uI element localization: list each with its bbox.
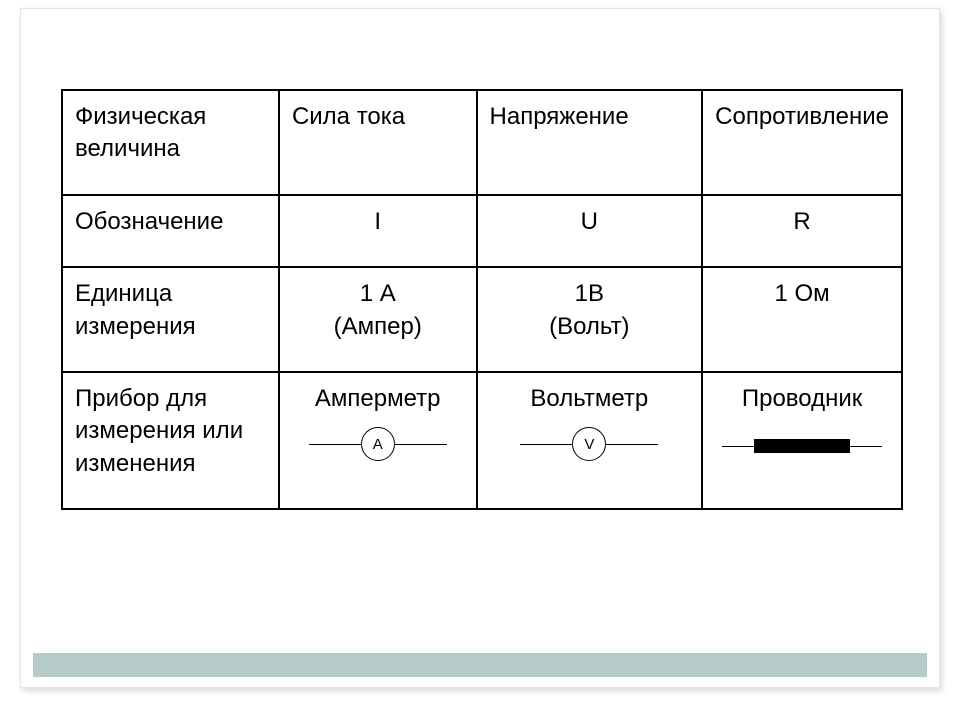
wire-segment	[520, 444, 572, 446]
physics-table: Физическая величина Сила тока Напряжение…	[61, 89, 903, 510]
meter-node: A	[361, 427, 395, 461]
symbol-voltage: U	[477, 195, 703, 267]
table-row: Физическая величина Сила тока Напряжение…	[62, 90, 902, 195]
unit-resistance-value: 1 Ом	[715, 278, 889, 310]
row-symbol-label: Обозначение	[62, 195, 279, 267]
header-resistance: Сопротивление	[702, 90, 902, 195]
row-device-label: Прибор для измерения или изменения	[62, 372, 279, 509]
slide-card: Физическая величина Сила тока Напряжение…	[20, 8, 940, 688]
unit-voltage-name: (Вольт)	[490, 311, 690, 343]
unit-current: 1 А (Ампер)	[279, 267, 477, 372]
device-voltage: Вольтметр V	[477, 372, 703, 509]
unit-voltage-value: 1В	[490, 278, 690, 310]
table-row: Прибор для измерения или изменения Ампер…	[62, 372, 902, 509]
unit-resistance: 1 Ом	[702, 267, 902, 372]
row-unit-label: Единица измерения	[62, 267, 279, 372]
symbol-resistance: R	[702, 195, 902, 267]
device-voltage-name: Вольтметр	[490, 383, 690, 415]
slide-accent-bar	[33, 653, 927, 677]
header-current: Сила тока	[279, 90, 477, 195]
unit-current-name: (Ампер)	[292, 311, 464, 343]
wire-segment	[722, 446, 754, 448]
meter-node: V	[572, 427, 606, 461]
header-quantity: Физическая величина	[62, 90, 279, 195]
wire-segment	[606, 444, 658, 446]
table-row: Единица измерения 1 А (Ампер) 1В (Вольт)…	[62, 267, 902, 372]
device-current: Амперметр A	[279, 372, 477, 509]
resistor-icon	[715, 439, 889, 453]
unit-voltage: 1В (Вольт)	[477, 267, 703, 372]
device-current-name: Амперметр	[292, 383, 464, 415]
wire-segment	[395, 444, 447, 446]
symbol-current: I	[279, 195, 477, 267]
ammeter-icon: A	[292, 427, 464, 461]
device-resistance-name: Проводник	[715, 383, 889, 415]
resistor-bar	[754, 439, 850, 453]
unit-current-value: 1 А	[292, 278, 464, 310]
voltmeter-icon: V	[490, 427, 690, 461]
wire-segment	[850, 446, 882, 448]
wire-segment	[309, 444, 361, 446]
table-row: Обозначение I U R	[62, 195, 902, 267]
header-voltage: Напряжение	[477, 90, 703, 195]
device-resistance: Проводник	[702, 372, 902, 509]
